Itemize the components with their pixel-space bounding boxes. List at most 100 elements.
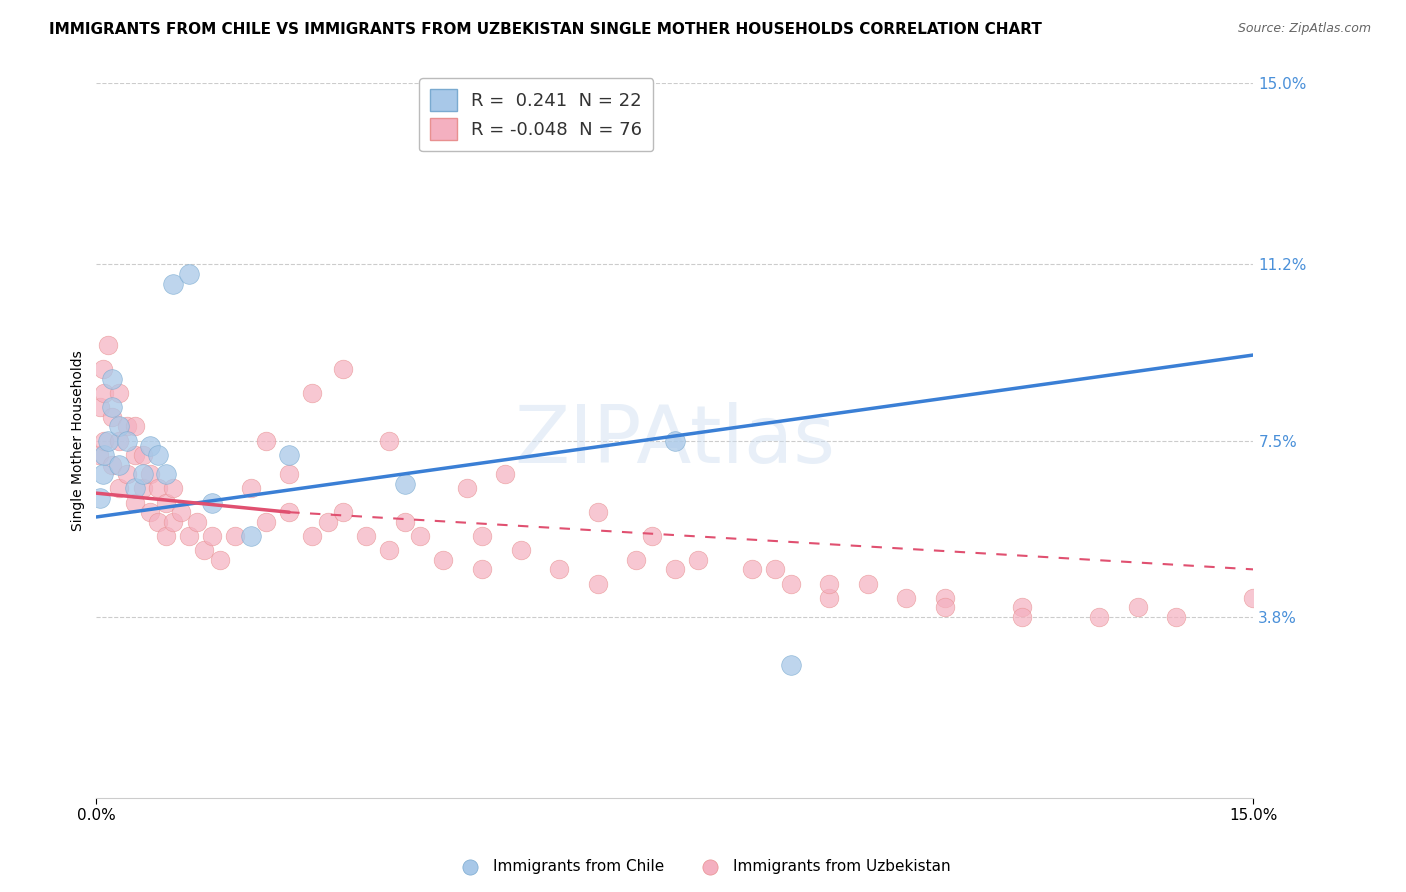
Point: [89, 491, 111, 505]
Point: [91, 467, 114, 482]
Point: [471, 529, 494, 543]
Point: [818, 576, 841, 591]
Point: [170, 505, 193, 519]
Point: [394, 476, 416, 491]
Point: [896, 591, 918, 605]
Point: [254, 434, 277, 448]
Point: [87, 448, 110, 462]
Point: [548, 562, 571, 576]
Point: [131, 448, 153, 462]
Point: [278, 467, 301, 482]
Point: [278, 505, 301, 519]
Point: [332, 362, 354, 376]
Point: [101, 401, 124, 415]
Point: [139, 467, 162, 482]
Point: [91, 362, 114, 376]
Point: [254, 515, 277, 529]
Point: [378, 434, 401, 448]
Point: [93, 386, 115, 401]
Point: [155, 467, 177, 482]
Point: [208, 553, 231, 567]
Point: [93, 448, 115, 462]
Point: [146, 482, 169, 496]
Point: [1011, 610, 1033, 624]
Text: Source: ZipAtlas.com: Source: ZipAtlas.com: [1237, 22, 1371, 36]
Point: [201, 496, 224, 510]
Point: [1166, 610, 1188, 624]
Point: [124, 448, 146, 462]
Point: [818, 591, 841, 605]
Point: [124, 419, 146, 434]
Point: [224, 529, 246, 543]
Point: [155, 529, 177, 543]
Point: [162, 482, 184, 496]
Point: [124, 482, 146, 496]
Point: [155, 496, 177, 510]
Point: [131, 482, 153, 496]
Point: [201, 529, 224, 543]
Y-axis label: Single Mother Households: Single Mother Households: [72, 351, 86, 531]
Point: [101, 372, 124, 386]
Point: [586, 505, 609, 519]
Point: [108, 458, 131, 472]
Point: [108, 434, 131, 448]
Point: [301, 386, 323, 401]
Point: [432, 553, 454, 567]
Point: [115, 419, 138, 434]
Point: [356, 529, 378, 543]
Point: [456, 482, 478, 496]
Point: [131, 467, 153, 482]
Point: [162, 515, 184, 529]
Point: [856, 576, 879, 591]
Point: [239, 482, 262, 496]
Point: [409, 529, 432, 543]
Point: [186, 515, 208, 529]
Text: IMMIGRANTS FROM CHILE VS IMMIGRANTS FROM UZBEKISTAN SINGLE MOTHER HOUSEHOLDS COR: IMMIGRANTS FROM CHILE VS IMMIGRANTS FROM…: [49, 22, 1042, 37]
Point: [108, 419, 131, 434]
Point: [278, 448, 301, 462]
Point: [378, 543, 401, 558]
Point: [177, 529, 200, 543]
Point: [664, 562, 686, 576]
Point: [779, 576, 801, 591]
Point: [494, 467, 516, 482]
Point: [471, 562, 494, 576]
Point: [139, 505, 162, 519]
Point: [509, 543, 531, 558]
Point: [586, 576, 609, 591]
Point: [108, 386, 131, 401]
Point: [394, 515, 416, 529]
Point: [1011, 600, 1033, 615]
Point: [664, 434, 686, 448]
Point: [193, 543, 215, 558]
Point: [101, 458, 124, 472]
Legend: Immigrants from Chile, Immigrants from Uzbekistan: Immigrants from Chile, Immigrants from U…: [449, 853, 957, 880]
Point: [177, 267, 200, 281]
Point: [934, 600, 956, 615]
Point: [97, 338, 120, 352]
Point: [316, 515, 339, 529]
Point: [115, 434, 138, 448]
Point: [115, 467, 138, 482]
Point: [741, 562, 763, 576]
Point: [301, 529, 323, 543]
Point: [139, 438, 162, 452]
Legend: R =  0.241  N = 22, R = -0.048  N = 76: R = 0.241 N = 22, R = -0.048 N = 76: [419, 78, 654, 151]
Point: [89, 401, 111, 415]
Point: [93, 434, 115, 448]
Point: [1126, 600, 1149, 615]
Point: [934, 591, 956, 605]
Point: [1241, 591, 1264, 605]
Text: ZIPAtlas: ZIPAtlas: [515, 401, 835, 480]
Point: [332, 505, 354, 519]
Point: [626, 553, 648, 567]
Point: [97, 434, 120, 448]
Point: [146, 515, 169, 529]
Point: [1088, 610, 1111, 624]
Point: [779, 657, 801, 672]
Point: [686, 553, 709, 567]
Point: [146, 448, 169, 462]
Point: [641, 529, 664, 543]
Point: [162, 277, 184, 291]
Point: [763, 562, 786, 576]
